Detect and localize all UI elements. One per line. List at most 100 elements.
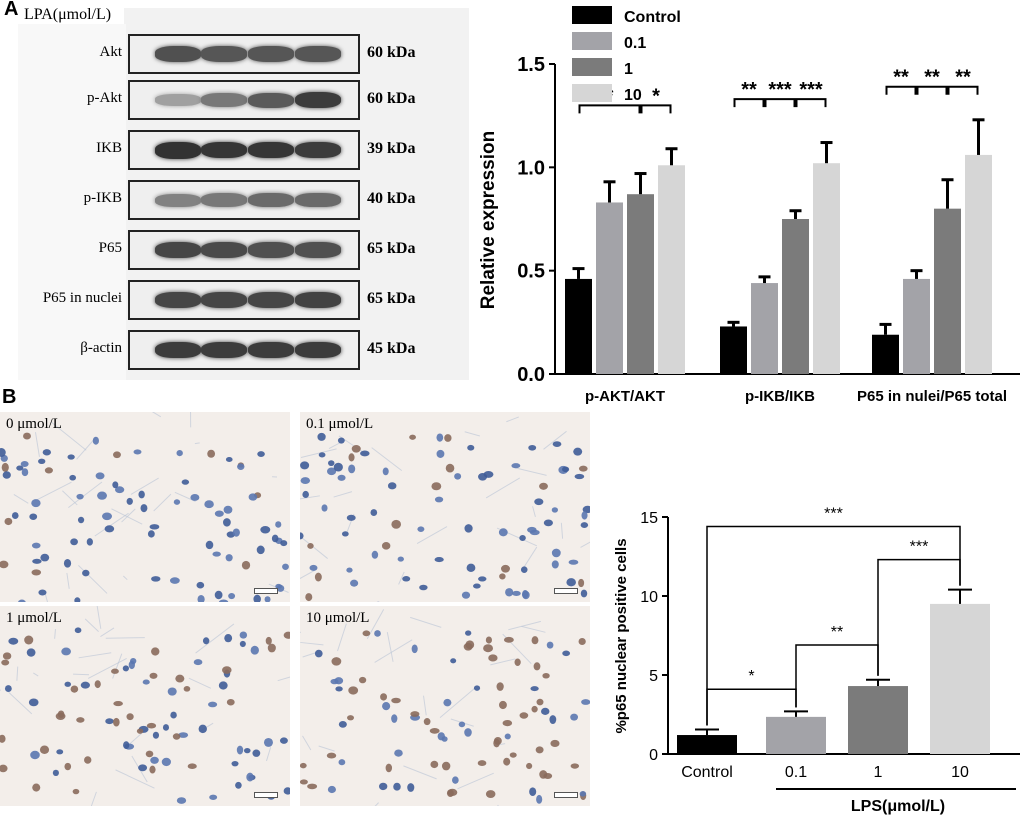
significance-label: ** (893, 67, 909, 89)
blot-band (248, 141, 294, 159)
significance-label: ** (955, 67, 971, 89)
category-label: 10 (951, 764, 969, 781)
blot-strip (128, 330, 360, 370)
category-label: p-IKB/IKB (745, 388, 815, 405)
panel-a-letter: A (4, 0, 19, 20)
bar (934, 208, 961, 374)
blot-band (295, 242, 341, 258)
micrograph: 1 μmol/L (0, 606, 290, 806)
significance-label: * (748, 668, 754, 685)
blot-band (295, 91, 341, 109)
cell-field (300, 416, 590, 602)
blot-label: p-Akt (87, 90, 122, 106)
cell-field (300, 609, 590, 806)
bar (677, 735, 737, 754)
blot-band (248, 46, 294, 62)
bar (658, 165, 685, 374)
blot-band (248, 192, 294, 208)
kda-label: 65 kDa (367, 240, 416, 257)
lpa-header: LPA(μmol/L) (24, 6, 112, 23)
significance-label: * (652, 85, 660, 107)
blot-label: P65 (98, 240, 122, 256)
bar (813, 163, 840, 374)
blot-band (248, 92, 294, 108)
blot-band (155, 341, 201, 359)
blot-band (295, 141, 341, 159)
blot-band (248, 341, 294, 359)
bar (751, 283, 778, 374)
significance-label: *** (824, 505, 843, 522)
significance-label: ** (741, 79, 757, 101)
cell-field (0, 412, 289, 602)
blot-band (248, 292, 294, 308)
blot-band (155, 94, 201, 106)
y-tick-label: 0.0 (517, 364, 545, 386)
blot-strip (128, 80, 360, 120)
bar (930, 603, 990, 754)
legend-swatch (572, 32, 612, 50)
blot-band (201, 141, 247, 159)
legend-label: 0.1 (624, 35, 646, 52)
y-tick-label: 10 (640, 589, 658, 606)
kda-label: 45 kDa (367, 340, 416, 357)
significance-label: ** (831, 624, 843, 641)
blot-label: β-actin (80, 340, 122, 356)
y-tick-label: 1.0 (517, 157, 545, 179)
scale-bar (254, 588, 278, 594)
significance-label: *** (799, 79, 823, 101)
cell-field (0, 606, 290, 806)
scale-bar (554, 588, 578, 594)
y-axis-label: %p65 nuclear positive cells (613, 538, 630, 733)
blot-label: IKB (96, 140, 122, 156)
category-label: Control (681, 764, 733, 781)
micrograph-label: 1 μmol/L (6, 610, 62, 626)
y-tick-label: 0.5 (517, 261, 545, 283)
relative-expression-chart: 0.0 0.5 1.0 1.5 Relative expression p-AKT/AKT… (478, 6, 1020, 405)
bar (872, 334, 899, 374)
legend-swatch (572, 84, 612, 102)
micrograph: 10 μmol/L (300, 606, 590, 806)
blot-band (295, 291, 341, 309)
significance-bracket (947, 85, 979, 95)
blot-strip (128, 280, 360, 320)
bar (720, 326, 747, 374)
legend-swatch (572, 6, 612, 24)
blot-band (295, 341, 341, 359)
significance-label: ** (924, 67, 940, 89)
micrograph: 0.1 μmol/L (300, 412, 590, 602)
blot-band (201, 93, 247, 107)
y-tick-label: 15 (640, 510, 658, 527)
scale-bar (254, 792, 278, 798)
significance-bracket (885, 85, 917, 95)
blot-band (155, 193, 201, 207)
significance-label: *** (910, 539, 929, 556)
bar (766, 716, 826, 754)
y-axis-label: Relative expression (478, 131, 499, 309)
y-tick-label: 1.5 (517, 54, 545, 76)
bar (627, 194, 654, 374)
y-tick-label: 0 (649, 747, 658, 764)
micrograph-label: 0 μmol/L (6, 416, 62, 432)
blot-band (248, 242, 294, 258)
bar (965, 154, 992, 374)
blot-strip (128, 180, 360, 220)
blot-band (201, 193, 247, 207)
category-label: 1 (874, 764, 883, 781)
kda-label: 60 kDa (367, 44, 416, 61)
significance-bracket (640, 104, 672, 114)
blot-area-light (18, 24, 126, 380)
blot-band (155, 242, 201, 258)
kda-label: 39 kDa (367, 140, 416, 157)
bar (596, 202, 623, 374)
blot-band (295, 192, 341, 208)
blot-label: P65 in nuclei (42, 290, 122, 306)
blot-band (201, 341, 247, 359)
blot-band (295, 46, 341, 62)
bar (782, 219, 809, 374)
significance-label: *** (768, 79, 792, 101)
legend-label: Control (624, 9, 681, 26)
blot-strip (128, 130, 360, 170)
blot-strip (128, 34, 360, 74)
blot-label: p-IKB (83, 190, 122, 206)
blot-band (155, 46, 201, 62)
